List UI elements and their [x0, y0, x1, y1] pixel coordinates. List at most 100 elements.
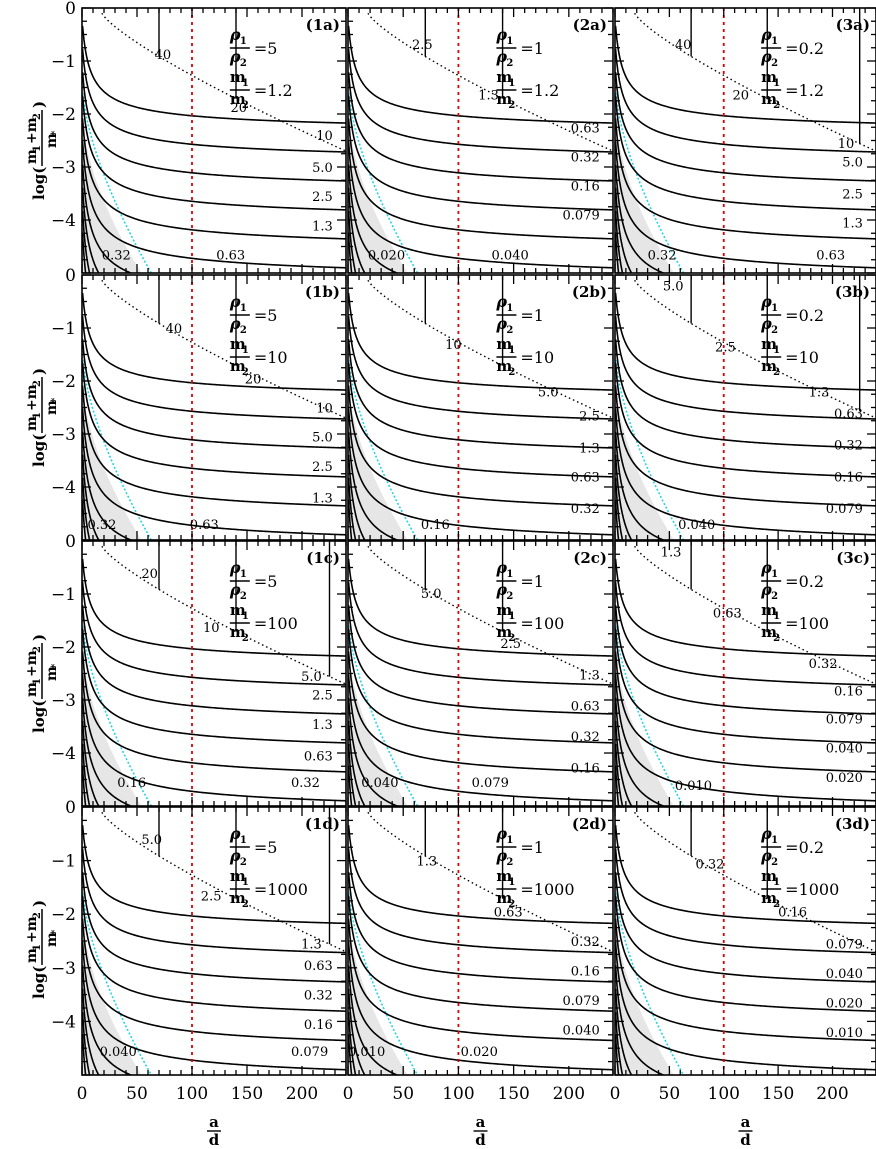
parameter-glyph: 2 [240, 857, 247, 868]
curve-label: 2.5 [201, 889, 222, 904]
xlabel-denominator: d [475, 1131, 486, 1149]
curve-label: 0.32 [571, 150, 600, 165]
contour-curve [348, 48, 613, 153]
curve-label: 0.63 [816, 248, 845, 263]
panel-plot-area [82, 275, 346, 540]
curve-label: 0.079 [563, 994, 600, 1009]
mass-ratio-value: =1.2 [520, 81, 559, 100]
parameter-glyph: 2 [242, 367, 249, 378]
mass-ratio-value: =100 [785, 614, 829, 633]
curve-label: 20 [245, 372, 262, 387]
parameter-glyph: 2 [773, 100, 780, 111]
contour-curve [348, 95, 613, 211]
parameter-glyph: 1 [240, 835, 247, 846]
parameter-glyph: ρ [760, 292, 772, 311]
y-tick-label: −1 [51, 852, 76, 872]
panel-frame [347, 274, 614, 541]
panel-frame [81, 7, 347, 274]
panel-2c: (2c)ρ 1ρ 2=1m1m2=1005.02.51.30.630.320.160… [347, 540, 614, 807]
parameter-glyph: 1 [506, 569, 513, 580]
parameter-glyph: 1 [240, 36, 247, 47]
parameter-glyph: ρ [229, 580, 241, 599]
ylabel-close: ) [30, 101, 48, 108]
shaded-region [82, 124, 142, 273]
x-tick-label: 100 [442, 1084, 474, 1104]
parameter-glyph: 2 [506, 58, 513, 69]
parameter-glyph: 2 [771, 857, 778, 868]
panel-plot-area [348, 541, 613, 806]
xlabel-denominator: d [209, 1131, 220, 1149]
parameter-glyph: 1 [771, 569, 778, 580]
mass-ratio-value: =1.2 [254, 81, 293, 100]
panel-id-label: (1c) [306, 549, 340, 567]
parameter-glyph: ρ [495, 824, 507, 843]
curve-label: 5.0 [421, 587, 442, 602]
y-tick-label: 0 [65, 266, 76, 286]
ylabel-plus: +m [24, 650, 40, 677]
contour-curve [348, 362, 613, 478]
ylabel-den-sub: * [50, 929, 61, 935]
cyan-boundary-curve [82, 92, 152, 273]
ylabel-num: m [24, 149, 40, 164]
curve-label: 0.63 [304, 750, 333, 765]
panel-2d: (2d)ρ 1ρ 2=1m1m2=10001.30.630.320.160.0790… [347, 806, 614, 1076]
dotted-locus-curve [101, 811, 346, 953]
parameter-glyph: 1 [508, 345, 515, 356]
parameter-glyph: 1 [771, 36, 778, 47]
curve-label: 40 [155, 48, 172, 63]
ylabel-plus: +m [24, 117, 40, 144]
parameter-glyph: m [230, 889, 246, 907]
parameter-glyph: ρ [760, 558, 772, 577]
contour-curve [348, 628, 613, 744]
parameter-glyph: ρ [495, 47, 507, 66]
parameter-glyph: 1 [773, 611, 780, 622]
parameter-glyph: 1 [506, 835, 513, 846]
parameter-glyph: ρ [229, 292, 241, 311]
x-tick-label: 150 [762, 1084, 794, 1104]
panel-plot-area [615, 8, 876, 273]
parameter-glyph: 2 [773, 899, 780, 910]
parameter-glyph: 1 [242, 611, 249, 622]
parameter-glyph: 2 [506, 325, 513, 336]
curve-label: 10 [203, 621, 220, 636]
parameter-glyph: m [230, 601, 246, 619]
contour-curve [82, 315, 346, 420]
y-tick-label: −4 [51, 478, 76, 498]
curve-label: 5.0 [663, 280, 684, 295]
parameter-glyph: m [230, 357, 246, 375]
panel-id-label: (3d) [835, 815, 870, 833]
axis-labels-layer: log( m 1 +m 2 m * ) log( m 1 +m 2 m * ) … [24, 101, 61, 999]
x-tick-label: 0 [77, 1084, 88, 1104]
parameter-glyph: 1 [506, 303, 513, 314]
curve-label: 0.63 [304, 959, 333, 974]
y-tick-label: −1 [51, 585, 76, 605]
curve-label: 10 [316, 129, 333, 144]
contour-curve [82, 48, 346, 153]
ylabel-num-sub2: 2 [32, 113, 43, 120]
parameter-glyph: ρ [495, 25, 507, 44]
curve-label: 0.010 [826, 1026, 863, 1041]
shaded-region [615, 657, 674, 806]
xlabel-denominator: d [740, 1131, 751, 1149]
dotted-locus-curve [634, 279, 876, 419]
ylabel-num: m [24, 416, 40, 431]
contour-curve [615, 315, 876, 420]
x-tick-label: 200 [553, 1084, 585, 1104]
curve-label: 0.079 [563, 209, 600, 224]
y-tick-label: −2 [51, 905, 76, 925]
contour-curve [615, 628, 876, 744]
parameter-glyph: ρ [229, 824, 241, 843]
parameter-glyph: 2 [242, 899, 249, 910]
mass-ratio-value: =1000 [785, 880, 839, 899]
xlabel-numerator: a [741, 1113, 751, 1131]
shaded-region [615, 391, 674, 540]
parameter-glyph: 1 [242, 78, 249, 89]
y-tick-label: 0 [65, 532, 76, 552]
panel-1d: 0−1−2−3−4(1d)ρ 1ρ 2=5m1m2=10005.02.51.30.6… [51, 798, 347, 1076]
rho-ratio-value: =5 [254, 572, 278, 591]
curve-label: 0.010 [348, 1045, 385, 1060]
contour-curve [615, 848, 876, 954]
parameter-glyph: 2 [771, 591, 778, 602]
